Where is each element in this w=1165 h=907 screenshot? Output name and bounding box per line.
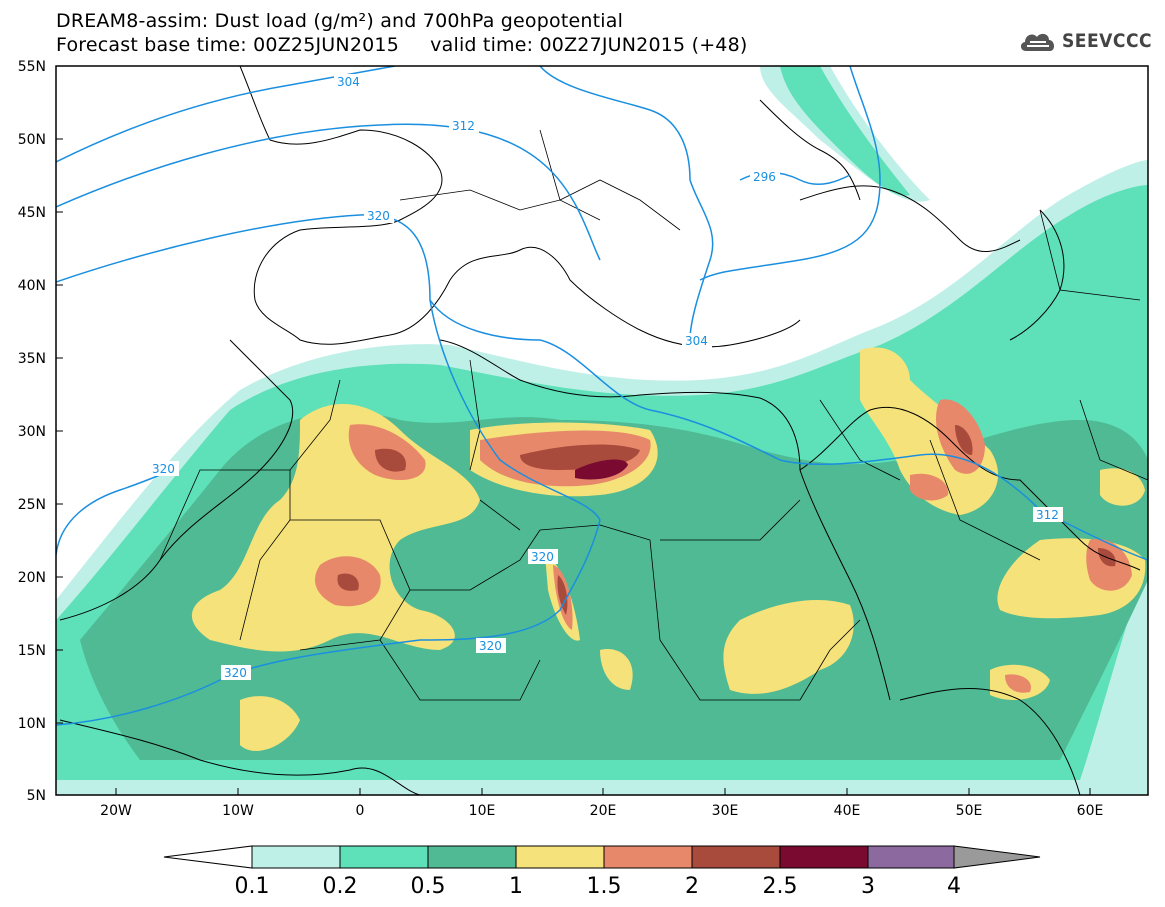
longitude-labels: 20W 10W 0 10E 20E 30E 40E 50E 60E <box>100 803 1103 819</box>
colorbar-label: 1.5 <box>587 874 622 899</box>
lon-label: 60E <box>1077 803 1104 819</box>
lat-label: 35N <box>18 351 46 367</box>
lat-label: 10N <box>18 716 46 732</box>
lat-label: 55N <box>18 59 46 75</box>
contour-label: 304 <box>685 334 708 348</box>
colorbar-segment <box>427 845 517 869</box>
lon-label: 10W <box>222 803 254 819</box>
latitude-axis <box>56 65 63 796</box>
colorbar-label: 0.5 <box>411 874 446 899</box>
lat-label: 5N <box>27 788 46 804</box>
lat-label: 40N <box>18 278 46 294</box>
contour-label: 304 <box>337 75 360 89</box>
lon-label: 20W <box>100 803 132 819</box>
colorbar-label: 1 <box>509 874 523 899</box>
lon-label: 40E <box>834 803 861 819</box>
colorbar-segment <box>339 845 429 869</box>
colorbar-segment <box>603 845 693 869</box>
colorbar-segment <box>779 845 869 869</box>
colorbar-segment <box>515 845 605 869</box>
colorbar-label: 0.1 <box>235 874 270 899</box>
colorbar-segment <box>251 845 341 869</box>
contour-label: 296 <box>753 170 776 184</box>
contour-label: 312 <box>1036 508 1059 522</box>
lat-label: 45N <box>18 205 46 221</box>
contour-label: 320 <box>152 462 175 476</box>
lat-label: 30N <box>18 424 46 440</box>
colorbar-segment <box>691 845 781 869</box>
lat-label: 25N <box>18 497 46 513</box>
contour-label: 320 <box>531 550 554 564</box>
colorbar-label: 4 <box>947 874 961 899</box>
colorbar-label: 3 <box>861 874 875 899</box>
lon-label: 0 <box>356 803 365 819</box>
colorbar-high-arrow <box>953 845 1041 869</box>
colorbar-label: 2 <box>685 874 699 899</box>
lon-label: 20E <box>590 803 617 819</box>
map-title: DREAM8-assim: Dust load (g/m²) and 700hP… <box>56 10 624 32</box>
contour-label: 320 <box>224 666 247 680</box>
dust-level-2.5 <box>575 459 628 480</box>
longitude-axis <box>115 788 1091 795</box>
lon-label: 30E <box>712 803 739 819</box>
contour-label: 320 <box>479 639 502 653</box>
colorbar: 0.1 0.2 0.5 1 1.5 2 2.5 3 4 <box>163 845 1041 899</box>
dust-field <box>56 66 1148 795</box>
colorbar-low-arrow <box>163 845 253 869</box>
colorbar-label: 0.2 <box>323 874 358 899</box>
lon-label: 50E <box>956 803 983 819</box>
contour-labels: 304 312 320 296 304 320 320 320 320 312 <box>149 74 1063 680</box>
colorbar-label: 2.5 <box>763 874 798 899</box>
lat-label: 20N <box>18 570 46 586</box>
country-borders <box>159 129 1148 701</box>
latitude-labels: 55N 50N 45N 40N 35N 30N 25N 20N 15N 10N … <box>18 59 46 804</box>
colorbar-segment <box>867 845 955 869</box>
contour-label: 312 <box>452 119 475 133</box>
logo-text: SEEVCCC <box>1062 30 1153 52</box>
cloud-icon <box>1020 33 1055 51</box>
lat-label: 15N <box>18 643 46 659</box>
lon-label: 10E <box>469 803 496 819</box>
contour-label: 320 <box>367 209 390 223</box>
forecast-time-line: Forecast base time: 00Z25JUN2015 valid t… <box>56 34 748 56</box>
seevccc-logo: SEEVCCC <box>1018 27 1158 55</box>
lat-label: 50N <box>18 132 46 148</box>
